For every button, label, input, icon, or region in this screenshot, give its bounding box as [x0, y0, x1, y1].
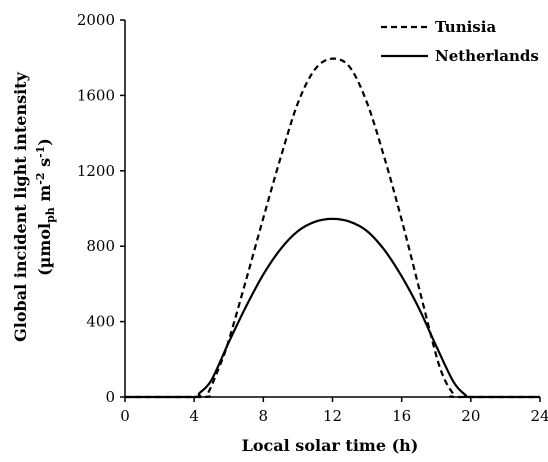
y-tick-label: 400	[86, 313, 115, 331]
x-tick-label: 0	[120, 407, 130, 425]
y-axis-title-prefix: (µmol	[35, 223, 54, 276]
legend-label-tunisia: Tunisia	[435, 18, 496, 36]
x-tick-label: 8	[259, 407, 269, 425]
y-tick-label: 1200	[77, 162, 115, 180]
y-tick-label: 1600	[77, 86, 115, 104]
y-axis-title-sup1: -2	[34, 172, 47, 184]
y-tick-label: 800	[86, 237, 115, 255]
x-tick-label: 16	[392, 407, 411, 425]
x-tick-label: 12	[323, 407, 342, 425]
y-axis-title-suffix: )	[35, 138, 54, 146]
axes: 0 400 800 1200 1600 2000 0 4 8 12 16 20 24	[77, 11, 548, 425]
x-tick-label: 20	[461, 407, 480, 425]
y-axis-title-mid2: s	[35, 158, 54, 173]
x-tick-label: 4	[189, 407, 199, 425]
y-tick-label: 0	[105, 388, 115, 406]
legend-label-netherlands: Netherlands	[435, 47, 539, 65]
series-line-tunisia	[125, 57, 540, 399]
y-axis-title-mid: m	[35, 185, 54, 208]
y-axis-title-sub: ph	[44, 207, 57, 223]
y-axis-title-line1: Global incident light intensity	[11, 71, 30, 341]
series-line-netherlands	[125, 217, 540, 399]
series-layer	[125, 57, 540, 399]
x-axis-title: Local solar time (h)	[242, 436, 419, 455]
y-axis-title-line2: (µmolph m-2 s-1)	[34, 138, 57, 276]
legend: Tunisia Netherlands	[381, 18, 539, 65]
y-tick-label: 2000	[77, 11, 115, 29]
x-tick-label: 24	[530, 407, 548, 425]
y-axis-title-sup2: -1	[34, 146, 47, 158]
